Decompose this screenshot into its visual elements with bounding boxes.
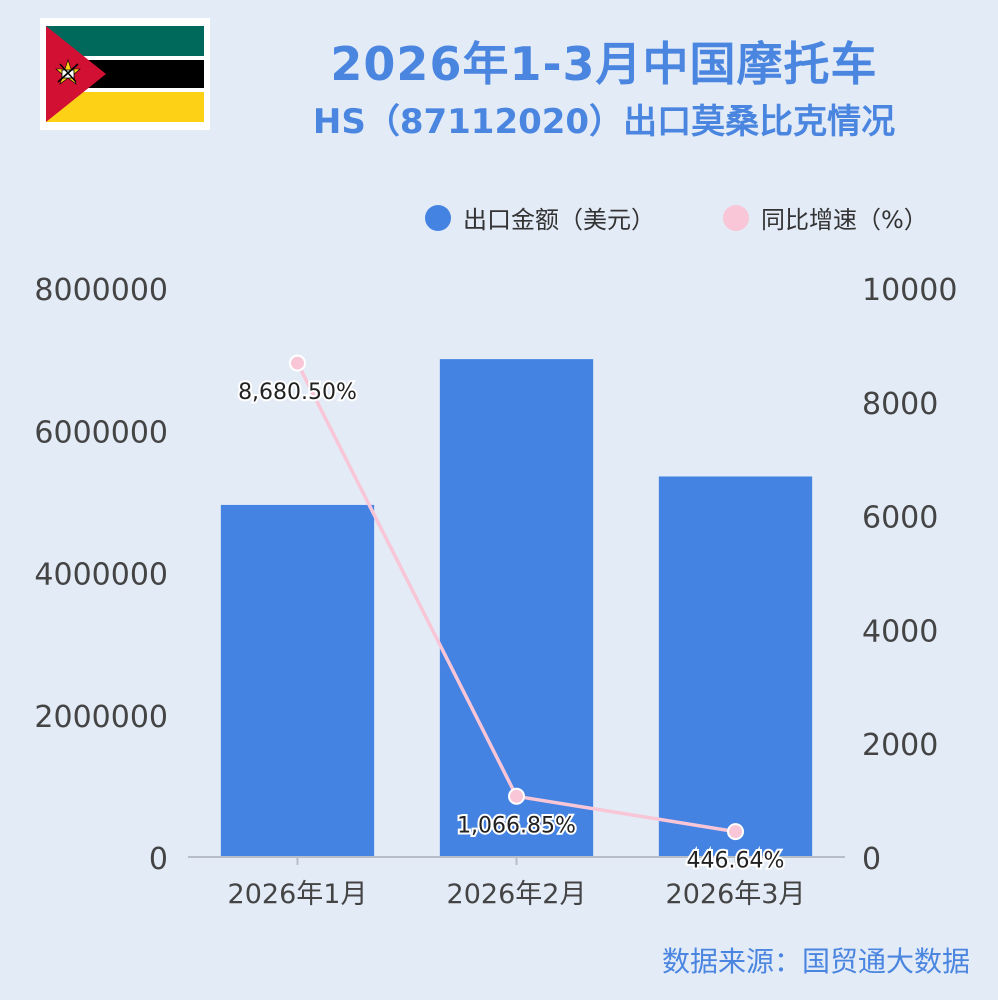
mozambique-flag-icon: [46, 26, 204, 122]
x-tick-label: 2026年1月: [228, 879, 368, 910]
bar-3: [658, 476, 813, 857]
left-tick-label: 8000000: [34, 273, 168, 308]
right-tick-label: 4000: [862, 614, 938, 649]
left-tick-label: 2000000: [34, 700, 168, 735]
page-title: 2026年1-3月中国摩托车: [330, 37, 878, 91]
growth-point-2: [508, 787, 525, 805]
growth-point-1: [289, 354, 306, 372]
left-tick-label: 6000000: [34, 415, 168, 450]
growth-data-label: 8,680.50%: [238, 380, 357, 405]
flag-frame: [40, 18, 210, 130]
legend-bar-label: 出口金额（美元）: [463, 206, 655, 234]
page-subtitle: HS（87112020）出口莫桑比克情况: [312, 102, 896, 142]
x-tick-label: 2026年3月: [666, 879, 806, 910]
right-tick-label: 6000: [862, 501, 938, 536]
left-tick-label: 4000000: [34, 558, 168, 593]
right-tick-label: 10000: [862, 273, 957, 308]
x-tick-label: 2026年2月: [447, 879, 587, 910]
bar-2: [439, 359, 594, 857]
left-tick-label: 0: [149, 842, 168, 877]
growth-point-3: [727, 823, 744, 841]
data-source: 数据来源：国贸通大数据: [661, 945, 970, 978]
bar-1: [220, 504, 375, 857]
legend-item-bar: 出口金额（美元）: [425, 200, 655, 235]
growth-data-label: 1,066.85%: [457, 813, 576, 838]
right-tick-label: 8000: [862, 387, 938, 422]
growth-data-label: 446.64%: [687, 849, 785, 874]
legend-bar-swatch: [425, 204, 451, 231]
right-tick-label: 2000: [862, 728, 938, 763]
right-tick-label: 0: [862, 842, 881, 877]
legend-line-swatch: [723, 204, 749, 231]
legend-line-label: 同比增速（%）: [761, 206, 928, 234]
legend-item-line: 同比增速（%）: [723, 200, 928, 235]
